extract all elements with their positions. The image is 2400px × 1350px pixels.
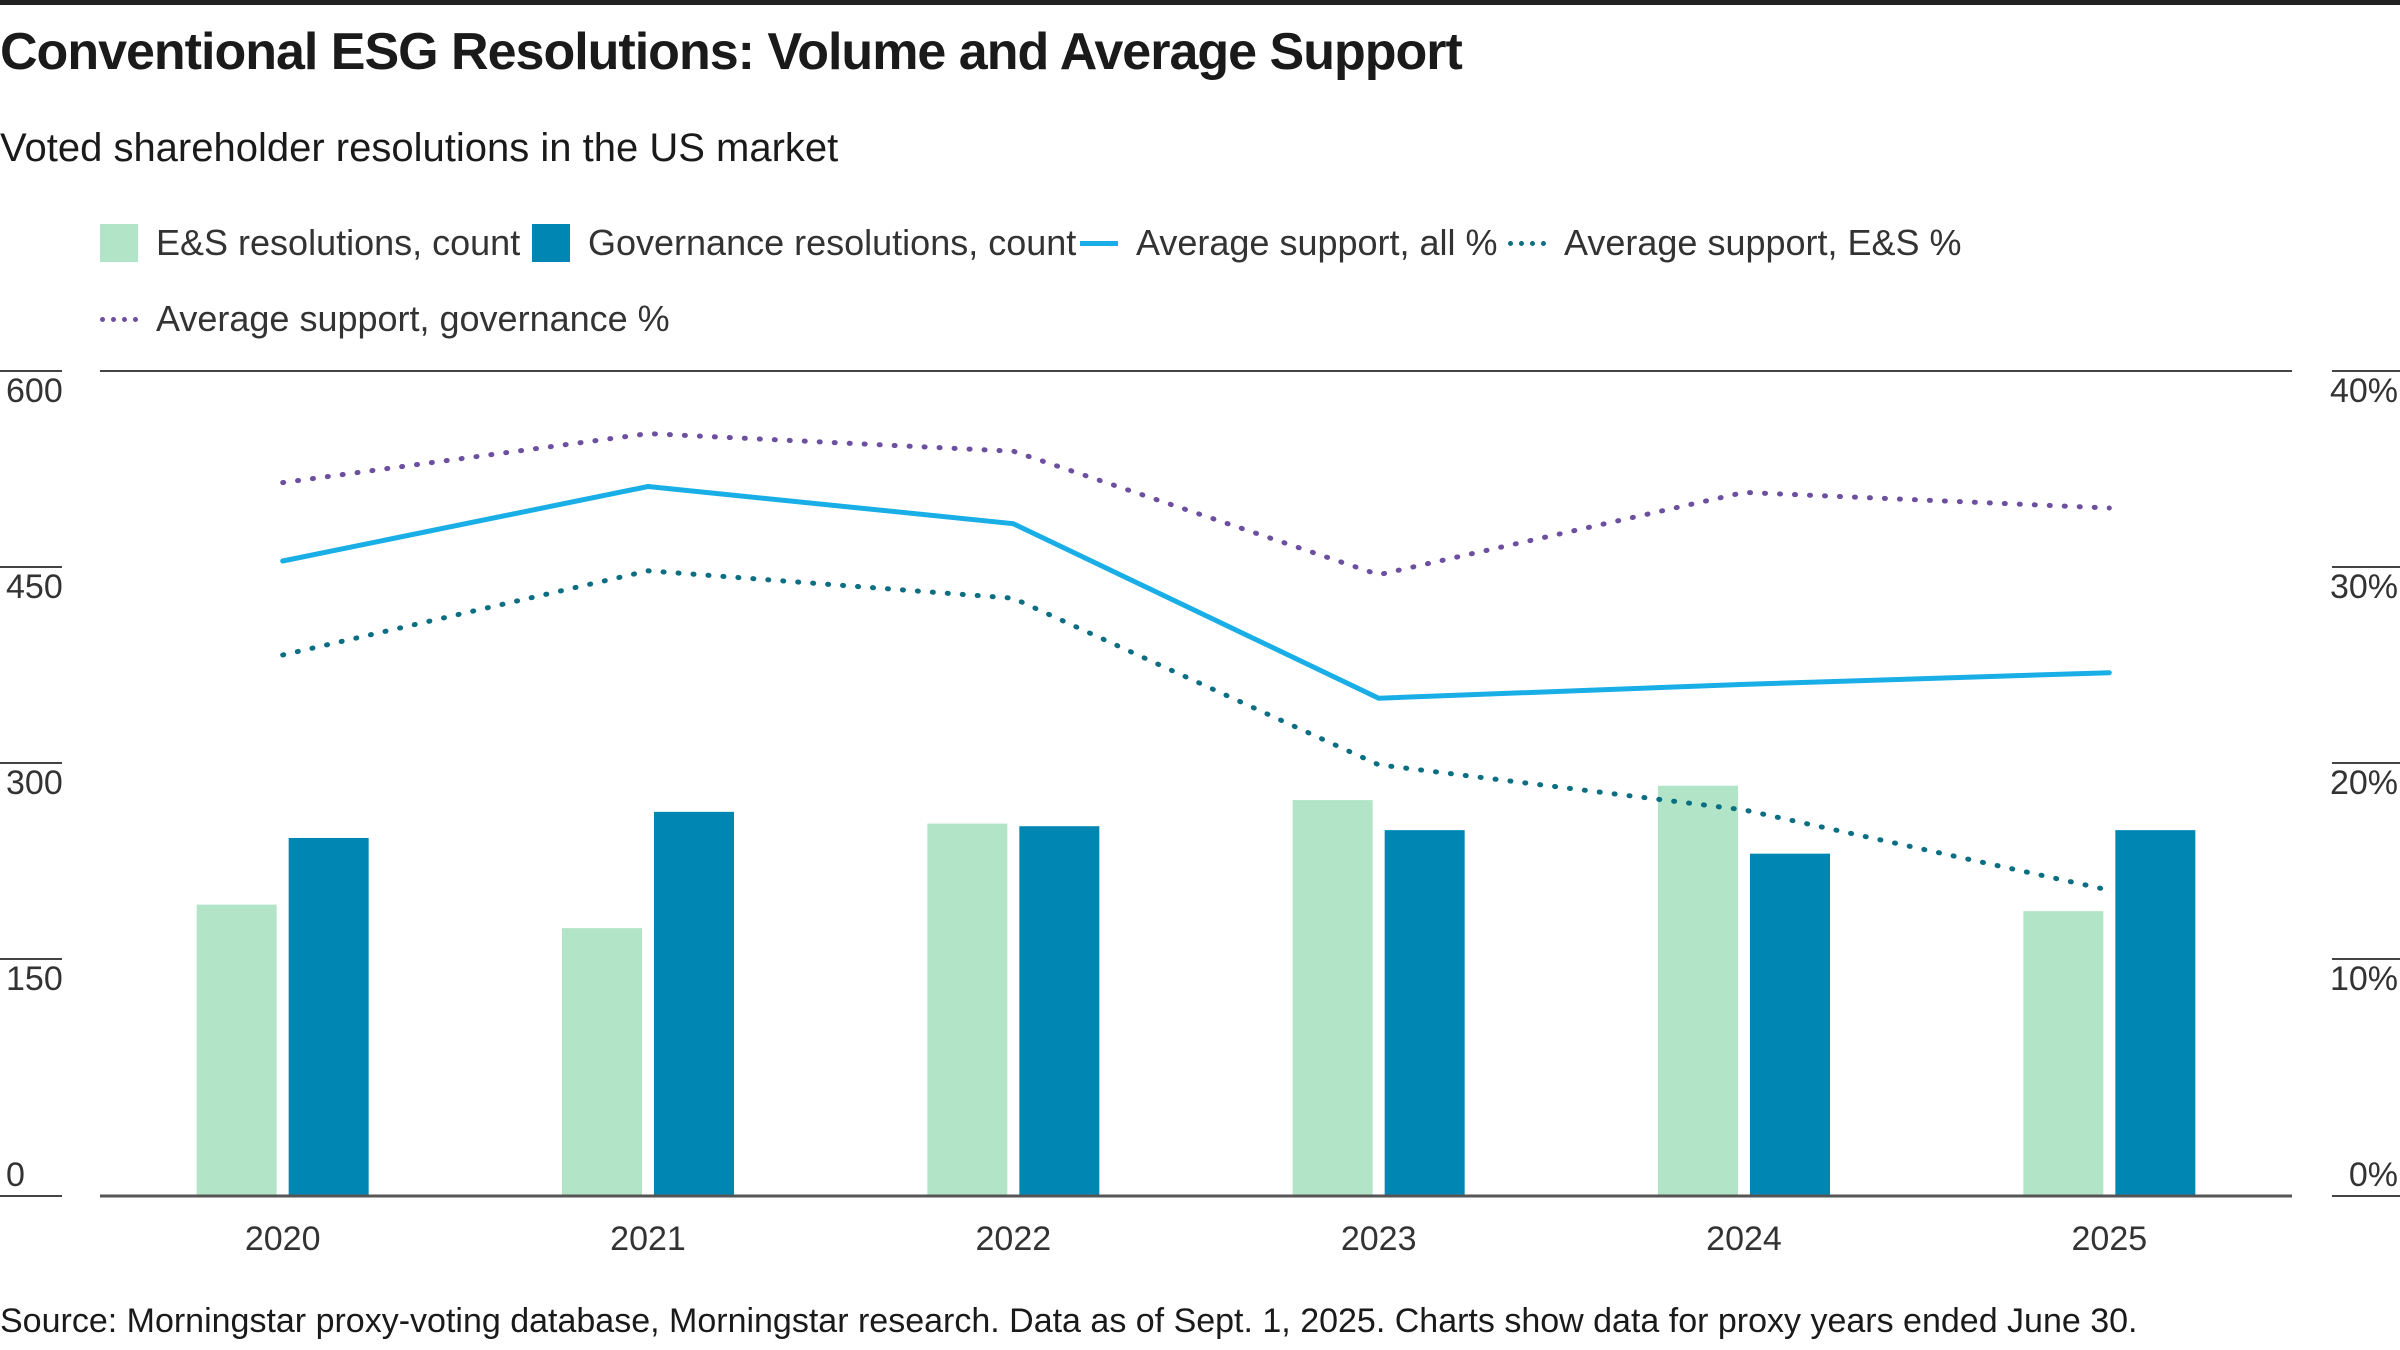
legend-label-gov-count: Governance resolutions, count [588, 222, 1077, 263]
bar-gov-count-2020 [288, 837, 369, 1196]
chart-subtitle: Voted shareholder resolutions in the US … [0, 126, 839, 170]
right-axis-tick-label: 0% [2349, 1156, 2398, 1194]
legend-label-avg-es: Average support, E&S % [1564, 222, 1962, 263]
legend-swatch-gov-count [532, 224, 570, 262]
line-avg-support-es [280, 568, 2112, 893]
bar-es-count-2020 [196, 904, 277, 1196]
bar-gov-count-2021 [654, 811, 734, 1196]
right-axis-tick-label: 20% [2330, 764, 2398, 802]
bar-es-count-2024 [1658, 785, 1738, 1196]
x-axis-tick-label: 2021 [610, 1220, 686, 1258]
legend-item-avg-es: Average support, E&S % [1508, 222, 1962, 264]
bar-gov-count-2025 [2115, 830, 2196, 1196]
legend-label-avg-all: Average support, all % [1136, 222, 1498, 263]
bar-es-count-2025 [2023, 911, 2104, 1196]
legend-swatch-avg-gov [100, 316, 138, 322]
legend-item-avg-gov: Average support, governance % [100, 298, 670, 340]
x-axis-tick-label: 2025 [2072, 1220, 2148, 1258]
left-axis-tick-label: 450 [6, 568, 63, 606]
left-axis-tick-label: 150 [6, 960, 63, 998]
left-axis-tick-label: 600 [6, 372, 63, 410]
legend-item-avg-all: Average support, all % [1080, 222, 1498, 264]
top-rule [0, 0, 2400, 5]
bar-es-count-2022 [927, 823, 1008, 1196]
bar-gov-count-2022 [1019, 826, 1100, 1196]
bar-gov-count-2024 [1750, 853, 1830, 1196]
legend-label-es-count: E&S resolutions, count [156, 222, 521, 263]
legend-label-avg-gov: Average support, governance % [156, 298, 670, 339]
right-axis-tick-label: 10% [2330, 960, 2398, 998]
legend-swatch-es-count [100, 224, 138, 262]
bar-es-count-2021 [562, 928, 642, 1196]
chart-plot: 0 0% 150 10% 300 20% 450 30% 600 40% 2020 2021 2022 2… [0, 370, 2400, 1258]
right-axis-tick-label: 40% [2330, 372, 2398, 410]
bar-es-count-2023 [1292, 800, 1373, 1196]
legend-item-gov-count: Governance resolutions, count [532, 222, 1076, 264]
bar-gov-count-2023 [1384, 830, 1465, 1196]
legend-swatch-avg-es [1508, 240, 1546, 246]
chart-title: Conventional ESG Resolutions: Volume and… [0, 23, 1463, 81]
left-axis-tick-label: 300 [6, 764, 63, 802]
x-axis-tick-label: 2024 [1706, 1220, 1782, 1258]
x-axis-tick-label: 2020 [245, 1220, 321, 1258]
legend-item-es-count: E&S resolutions, count [100, 222, 520, 264]
x-axis-tick-label: 2023 [1341, 1220, 1417, 1258]
source-note: Source: Morningstar proxy-voting databas… [0, 1302, 2138, 1340]
right-axis-tick-label: 30% [2330, 568, 2398, 606]
legend-swatch-avg-all [1080, 240, 1118, 246]
x-axis-tick-label: 2022 [976, 1220, 1052, 1258]
left-axis-tick-label: 0 [6, 1156, 25, 1194]
line-avg-support-all [280, 484, 2112, 701]
